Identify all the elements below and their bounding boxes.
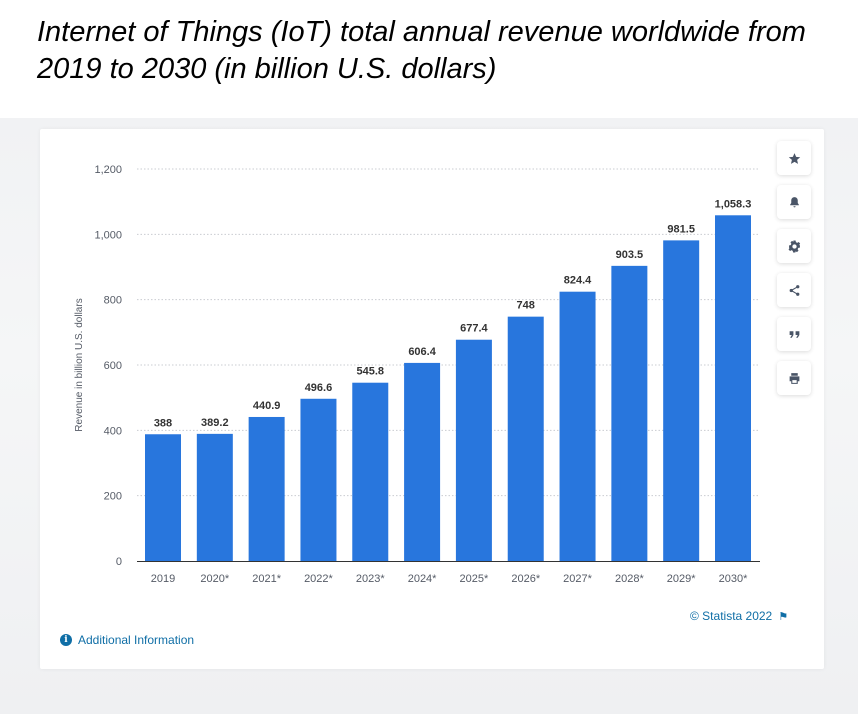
x-tick-label: 2021*: [252, 573, 281, 585]
bar: [559, 291, 596, 561]
bar: [404, 362, 441, 561]
y-tick-label: 200: [104, 491, 122, 503]
data-label: 677.4: [460, 323, 488, 335]
x-tick-label: 2029*: [667, 573, 696, 585]
bar: [455, 339, 492, 561]
bell-icon: [789, 196, 799, 207]
bar: [300, 398, 337, 561]
print-button[interactable]: [777, 361, 811, 395]
y-tick-label: 1,200: [94, 164, 122, 176]
y-tick-label: 600: [104, 360, 122, 372]
flag-icon: ⚑: [778, 610, 789, 623]
page-title: Internet of Things (IoT) total annual re…: [37, 16, 806, 85]
data-label: 389.2: [201, 417, 229, 429]
y-axis-label: Revenue in billion U.S. dollars: [74, 298, 85, 431]
y-tick-label: 1,000: [94, 229, 122, 241]
print-icon: [789, 372, 799, 384]
x-tick-label: 2025*: [460, 573, 489, 585]
y-tick-label: 0: [116, 556, 122, 568]
gear-icon: [788, 240, 800, 252]
chart-toolbar: [777, 141, 811, 405]
x-tick-label: 2030*: [719, 573, 748, 585]
data-label: 496.6: [305, 382, 333, 394]
additional-information-label[interactable]: Additional Information: [78, 633, 195, 647]
quote-icon: [789, 330, 799, 338]
data-label: 981.5: [667, 223, 695, 235]
bar: [145, 434, 181, 561]
x-tick-label: 2023*: [356, 573, 385, 585]
notification-button[interactable]: [777, 185, 811, 219]
favorite-button[interactable]: [777, 141, 811, 175]
credit-text[interactable]: © Statista 2022: [690, 609, 773, 623]
bar: [507, 316, 544, 561]
statista-credit[interactable]: © Statista 2022 ⚑: [690, 609, 810, 623]
share-icon: [789, 284, 799, 296]
bar: [352, 382, 389, 561]
x-tick-label: 2028*: [615, 573, 644, 585]
x-tick-label: 2027*: [563, 573, 592, 585]
data-label: 824.4: [564, 275, 592, 287]
x-tick-label: 2020*: [200, 573, 229, 585]
data-label: 545.8: [357, 366, 385, 378]
bar: [663, 240, 700, 562]
info-icon: i: [60, 634, 72, 646]
data-label: 903.5: [616, 249, 644, 261]
data-label: 606.4: [408, 346, 436, 358]
bar: [248, 416, 285, 561]
star-icon: [788, 152, 800, 164]
y-tick-label: 400: [104, 425, 122, 437]
x-tick-label: 2019: [151, 573, 175, 585]
y-tick-label: 800: [104, 295, 122, 307]
bar: [611, 265, 648, 561]
x-tick-label: 2026*: [511, 573, 540, 585]
data-label: 1,058.3: [715, 198, 752, 210]
settings-button[interactable]: [777, 229, 811, 263]
cite-button[interactable]: [777, 317, 811, 351]
bar: [196, 433, 233, 561]
data-label: 748: [517, 300, 535, 312]
additional-information-link[interactable]: i Additional Information: [60, 633, 194, 647]
data-label: 388: [154, 417, 172, 429]
x-tick-label: 2024*: [408, 573, 437, 585]
bar: [715, 215, 751, 561]
x-tick-label: 2022*: [304, 573, 333, 585]
share-button[interactable]: [777, 273, 811, 307]
data-label: 440.9: [253, 400, 281, 412]
